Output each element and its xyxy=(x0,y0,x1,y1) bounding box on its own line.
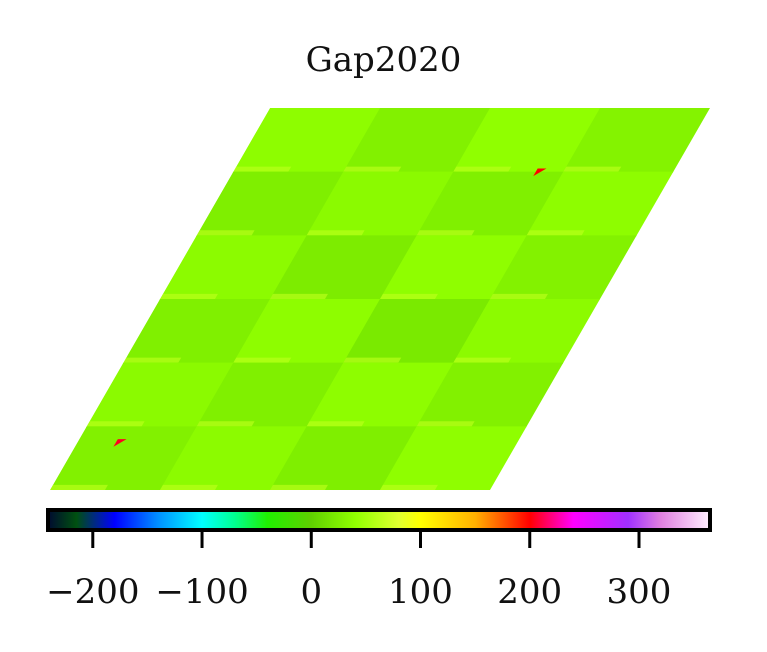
heatmap-seam xyxy=(86,421,145,427)
heatmap-cell xyxy=(159,426,309,490)
heatmap-seam xyxy=(416,421,475,427)
heatmap-seam xyxy=(343,357,402,363)
heatmap-cell xyxy=(342,299,493,364)
heatmap-cell xyxy=(195,171,346,237)
heatmap-seam xyxy=(380,293,438,299)
heatmap-seam xyxy=(233,166,292,172)
heatmap-seam xyxy=(453,166,512,172)
colorbar xyxy=(46,508,712,532)
heatmap-cell xyxy=(525,171,676,237)
heatmap-cell xyxy=(232,299,383,364)
heatmap-cell xyxy=(562,108,710,173)
heatmap-cell xyxy=(50,426,199,490)
colorbar-tick-label: 0 xyxy=(300,572,322,612)
heatmap-cell xyxy=(85,362,236,428)
heatmap-seam xyxy=(233,357,292,363)
heatmap-cell xyxy=(269,235,419,301)
heatmap-cell xyxy=(379,426,529,490)
heatmap-seam xyxy=(563,166,622,172)
heatmap-cell xyxy=(122,299,273,364)
hotspot xyxy=(533,168,547,177)
heatmap-seam xyxy=(416,230,475,236)
heatmap-cell xyxy=(305,362,456,428)
heatmap-cell xyxy=(342,108,493,173)
heatmap-cell xyxy=(415,171,566,237)
heatmap-seam xyxy=(123,357,182,363)
heatmap-cell xyxy=(379,235,529,301)
heatmap-cell xyxy=(489,235,639,301)
heatmap-seam xyxy=(50,484,108,490)
heatmap-cell xyxy=(195,362,346,428)
heatmap-cell xyxy=(305,171,456,237)
heatmap-seam xyxy=(490,293,548,299)
heatmap-seam xyxy=(306,421,365,427)
heatmap-seam xyxy=(160,293,218,299)
heatmap-seam xyxy=(526,230,585,236)
colorbar-tick-label: 200 xyxy=(497,572,562,612)
heatmap-cell xyxy=(452,108,603,173)
colorbar-tick-label: 100 xyxy=(388,572,453,612)
heatmap-seam xyxy=(453,357,512,363)
heatmap-cells xyxy=(50,108,710,490)
hotspot xyxy=(113,439,127,447)
colorbar-tick-label: 300 xyxy=(607,572,672,612)
heatmap-seam xyxy=(160,484,218,490)
heatmap-cell xyxy=(159,235,309,301)
colorbar-tick-label: −200 xyxy=(46,572,139,612)
heatmap-seam xyxy=(343,166,402,172)
heatmap-seam xyxy=(380,484,438,490)
heatmap-cell xyxy=(269,426,419,490)
colorbar-tick-label: −100 xyxy=(155,572,248,612)
heatmap-seam xyxy=(306,230,365,236)
colorbar-ticks: −200 −100 0 100 200 300 xyxy=(46,532,671,612)
heatmap-seam xyxy=(196,421,255,427)
heatmap-seam xyxy=(196,230,255,236)
heatmap-cell xyxy=(415,362,566,428)
heatmap-seam xyxy=(270,484,328,490)
heatmap-seam xyxy=(270,293,328,299)
heatmap-cell xyxy=(232,108,383,173)
heatmap-cell xyxy=(452,299,603,364)
chart-title: Gap2020 xyxy=(305,40,462,80)
